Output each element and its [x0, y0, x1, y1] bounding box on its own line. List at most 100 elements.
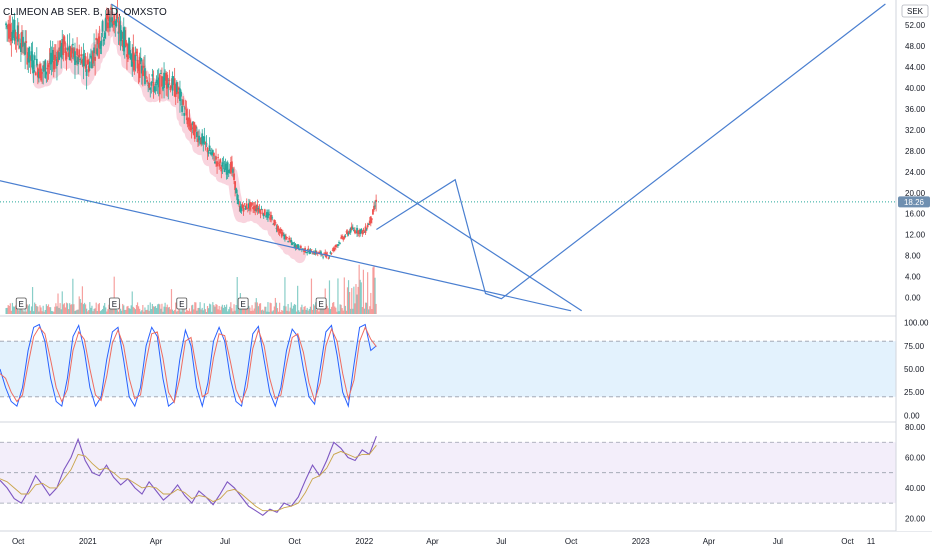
candle-body	[117, 31, 120, 34]
candle-body	[118, 21, 121, 33]
volume-bar	[79, 298, 81, 314]
volume-bar	[22, 310, 24, 314]
volume-bar	[7, 305, 9, 314]
candle-body	[319, 251, 321, 253]
candle-body	[302, 248, 304, 250]
volume-bar	[41, 311, 43, 314]
candle-body	[40, 68, 42, 81]
volume-bar	[349, 291, 351, 314]
volume-bar	[101, 309, 104, 314]
volume-bar	[62, 304, 64, 314]
rsi-band-lines	[0, 441, 896, 504]
volume-bar	[116, 310, 118, 314]
candle-body	[366, 224, 369, 228]
earnings-marker	[108, 297, 120, 310]
volume-bar	[153, 306, 156, 314]
candle-body	[367, 223, 370, 226]
volume-bar	[363, 308, 366, 314]
earnings-marker-label: E	[318, 300, 323, 309]
volume-bar	[326, 305, 328, 314]
candle-body	[226, 162, 229, 173]
candle-body	[108, 16, 110, 22]
candle-body	[62, 39, 65, 56]
volume-bar	[36, 305, 38, 314]
volume-bar	[68, 309, 70, 314]
candle-body	[198, 135, 200, 141]
volume-bar	[279, 302, 281, 314]
volume-bar	[55, 303, 57, 314]
volume-bar	[63, 303, 65, 314]
pane-separators[interactable]	[0, 315, 932, 532]
time-axis-label: Jul	[773, 537, 783, 546]
trendline-drawings[interactable]	[0, 3, 886, 312]
candle-body	[270, 214, 273, 220]
currency-badge[interactable]: SEK	[901, 4, 929, 18]
candle-body	[168, 79, 171, 81]
candle-body	[288, 237, 291, 240]
candle-body	[174, 90, 177, 97]
volume-bar	[226, 304, 228, 314]
time-axis-label: Apr	[426, 537, 439, 546]
stochastic-pane[interactable]	[0, 323, 896, 409]
candle-body	[323, 252, 326, 254]
candle-body	[357, 230, 359, 234]
earnings-marker-label: E	[240, 300, 245, 309]
candle-body	[81, 59, 84, 66]
candle-body	[28, 46, 31, 63]
volume-bar	[223, 305, 226, 314]
volume-bar	[144, 307, 146, 314]
candle-body	[221, 162, 224, 167]
volume-bar	[92, 311, 94, 314]
candle-body	[57, 50, 59, 63]
candle-body	[20, 43, 22, 53]
price-axis[interactable]	[895, 0, 932, 531]
volume-bar	[334, 306, 336, 314]
candle-body	[76, 48, 79, 56]
candle-body	[343, 236, 346, 239]
candle-body	[239, 206, 242, 212]
candle-body	[268, 214, 270, 216]
volume-bar	[99, 311, 102, 314]
time-axis[interactable]: Oct 2021 Apr Jul Oct 2022 Apr Jul Oct 2023 Apr Jul O…	[12, 537, 876, 546]
price-tick-label: 12.00	[905, 231, 926, 240]
candle-body	[22, 36, 24, 47]
candle-body	[131, 54, 134, 67]
volume-bar	[71, 304, 73, 314]
price-tick-label: 8.00	[905, 252, 921, 261]
volume-bar	[81, 286, 84, 314]
candle-body	[286, 236, 288, 238]
candle-body	[110, 7, 112, 10]
candle-body	[348, 231, 351, 233]
volume-bar	[199, 302, 201, 314]
candle-body	[48, 60, 51, 65]
candle-body	[83, 56, 86, 66]
volume-bar	[86, 308, 88, 314]
candle-body	[162, 86, 164, 90]
volume-bar	[171, 309, 174, 314]
candle-body	[153, 86, 156, 92]
volume-bar	[215, 304, 217, 314]
volume-bar	[122, 303, 124, 314]
candle-body	[88, 61, 91, 68]
volume-bar	[74, 311, 76, 314]
candle-body	[123, 30, 126, 48]
rsi-pane[interactable]	[0, 436, 896, 516]
volume-bar	[294, 304, 297, 314]
volume-bar	[273, 306, 275, 314]
candle-body	[49, 52, 52, 65]
price-tick-label: 24.00	[905, 168, 926, 177]
volume-bar	[305, 309, 307, 314]
candle-body	[13, 19, 16, 41]
volume-bar	[375, 303, 377, 314]
candle-body	[179, 88, 181, 102]
candle-body	[29, 56, 32, 60]
price-tick-label: 48.00	[905, 42, 926, 51]
rsi-lines	[0, 436, 377, 516]
currency-label: SEK	[907, 7, 924, 16]
volume-bar	[236, 277, 238, 314]
volume-bar	[314, 305, 316, 314]
volume-bar	[351, 288, 353, 314]
volume-bar	[274, 297, 276, 314]
